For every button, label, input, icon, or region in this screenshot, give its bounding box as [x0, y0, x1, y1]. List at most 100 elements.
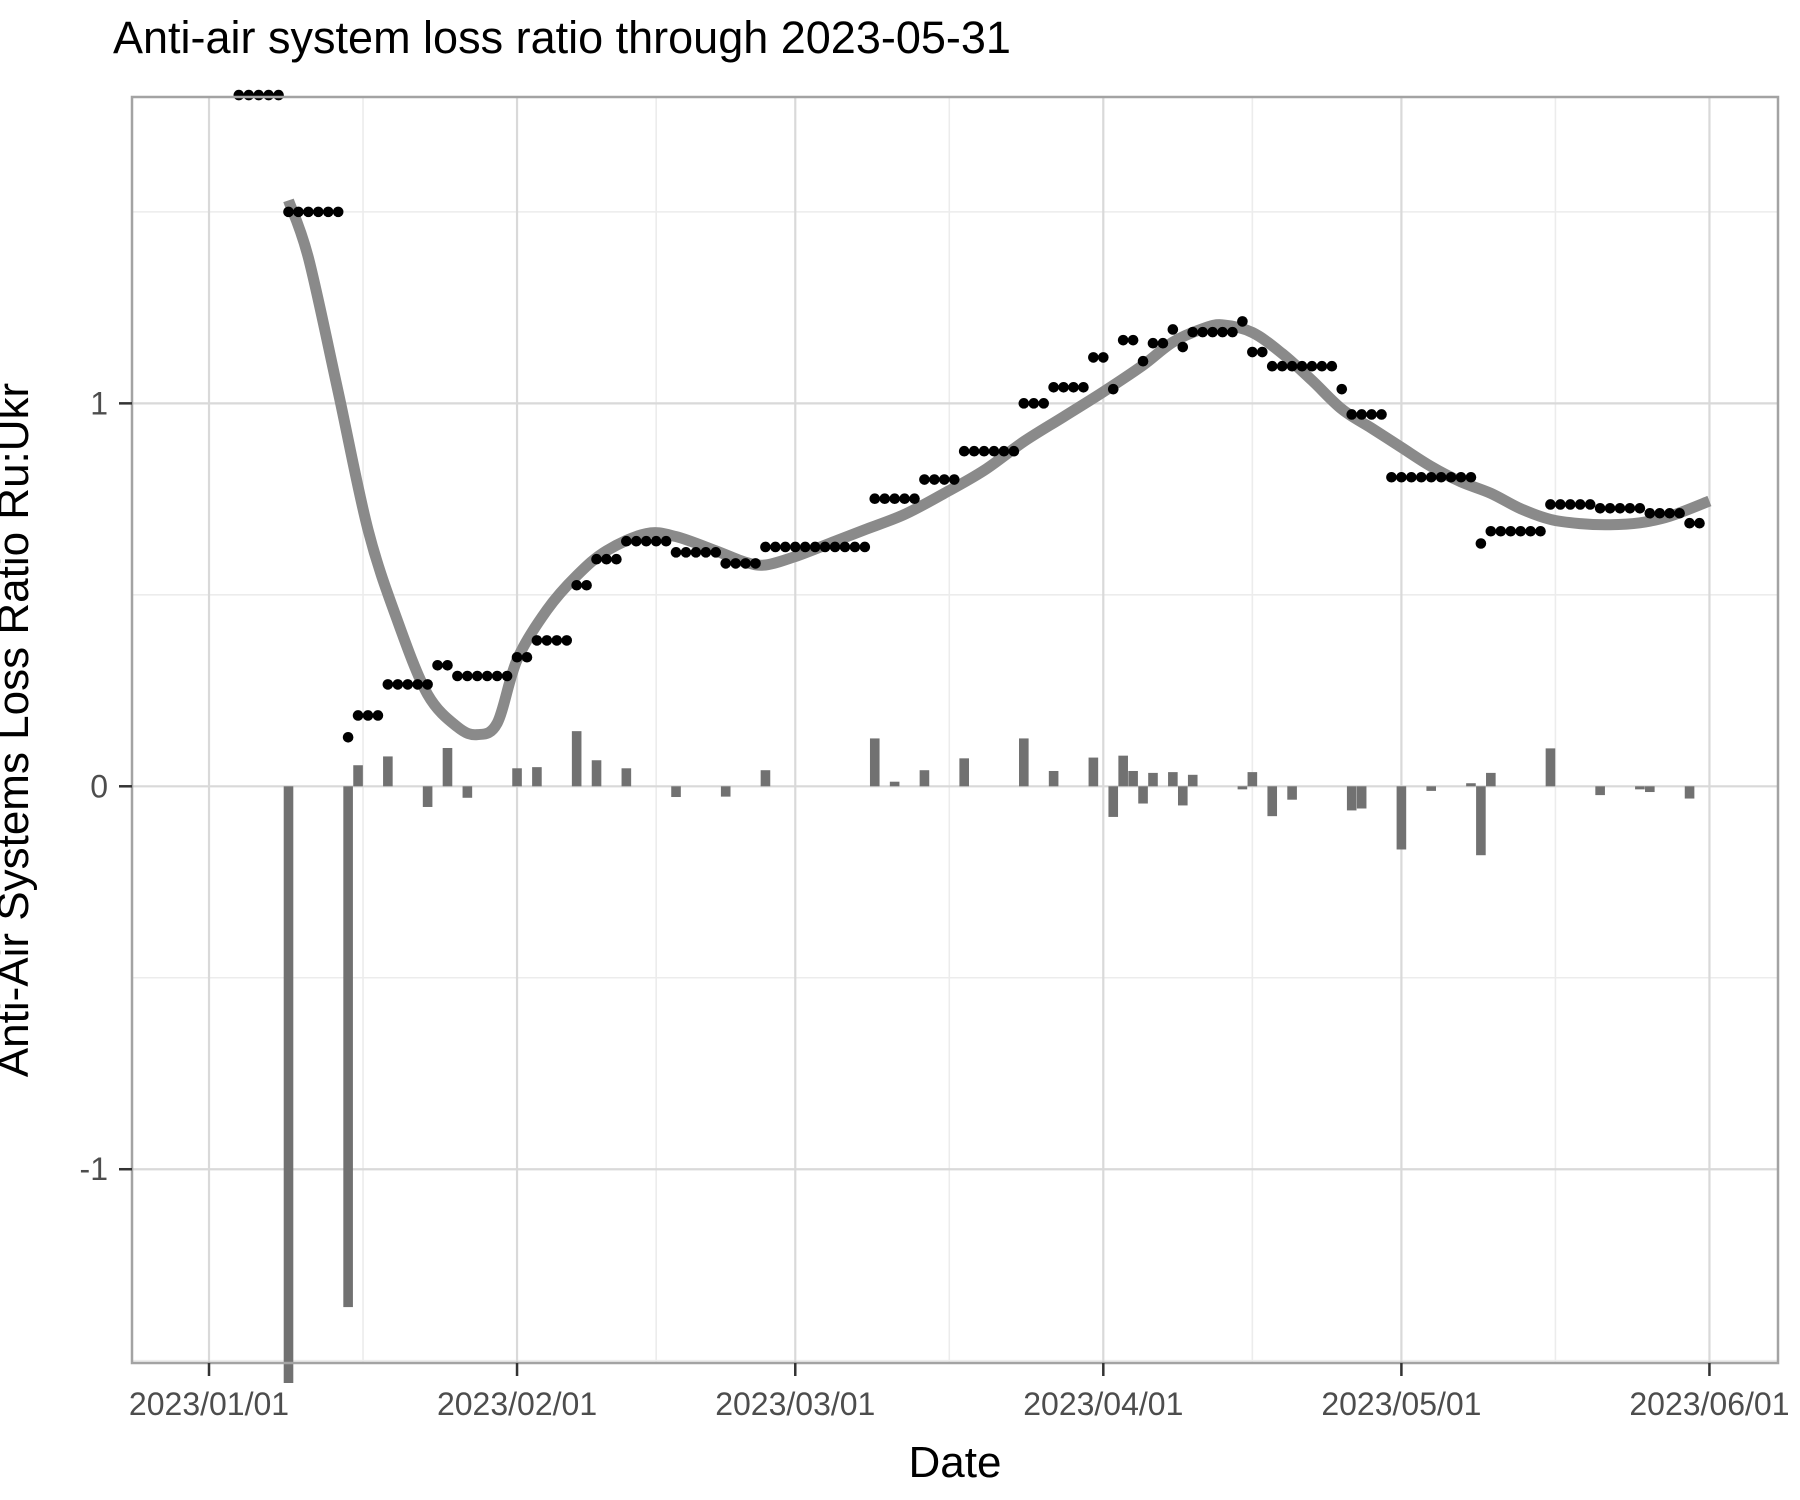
y-tick-label: -1	[80, 1151, 108, 1187]
data-dot	[273, 89, 284, 101]
y-tick-label: 0	[90, 768, 108, 804]
data-dot	[1296, 360, 1308, 372]
data-dot	[1018, 398, 1030, 409]
bar	[1168, 772, 1178, 787]
data-dot	[402, 679, 414, 690]
data-dot	[1346, 409, 1358, 420]
data-dot	[531, 635, 543, 646]
data-dot	[879, 493, 890, 505]
data-dot	[859, 541, 871, 553]
bar	[889, 781, 900, 787]
bar	[1595, 786, 1605, 796]
data-dot	[501, 670, 513, 682]
data-dot	[1197, 326, 1208, 338]
data-dot	[1406, 471, 1417, 483]
data-dot	[372, 710, 384, 721]
data-dot	[1376, 409, 1387, 420]
bar	[1684, 786, 1695, 799]
data-dot	[929, 474, 940, 485]
data-dot	[1028, 398, 1040, 409]
data-dot	[1425, 471, 1437, 483]
data-dot	[1674, 507, 1685, 519]
bar	[1048, 770, 1059, 787]
data-dot	[1604, 502, 1616, 514]
bar	[671, 786, 681, 798]
bar	[1138, 786, 1148, 804]
data-dot	[1107, 383, 1119, 395]
data-dot	[521, 651, 533, 663]
bar	[1396, 786, 1407, 850]
data-dot	[1068, 381, 1079, 393]
data-dot	[690, 547, 702, 558]
data-dot	[1147, 337, 1159, 349]
data-dot	[988, 445, 1000, 457]
bar	[1476, 786, 1486, 856]
x-tick-label: 2023/05/01	[1321, 1386, 1481, 1422]
data-dot	[621, 535, 632, 547]
data-dot	[581, 579, 592, 591]
x-tick-label: 2023/01/01	[129, 1386, 289, 1422]
smooth-curve	[283, 198, 1712, 741]
data-dot	[561, 635, 573, 646]
data-dot	[422, 679, 433, 690]
y-tick-label: 1	[90, 385, 108, 421]
data-dot	[849, 541, 861, 553]
data-dot	[948, 474, 960, 485]
page-title: Anti-air system loss ratio through 2023-…	[113, 12, 1011, 63]
data-dot	[1127, 334, 1139, 346]
data-dot	[412, 679, 423, 690]
data-dot	[1565, 499, 1576, 510]
bar	[621, 768, 632, 787]
data-dot	[1187, 326, 1199, 338]
bar	[869, 738, 880, 787]
data-dot	[1535, 525, 1546, 537]
data-dot	[1664, 507, 1675, 519]
bar	[1267, 786, 1278, 817]
data-dot	[611, 553, 622, 565]
data-dot	[462, 670, 473, 682]
bar	[1346, 786, 1357, 811]
data-dot	[670, 547, 682, 558]
bar	[1118, 755, 1128, 787]
data-dot	[1574, 499, 1586, 510]
data-dot	[889, 493, 900, 505]
data-dot	[1396, 471, 1407, 483]
bar	[343, 786, 353, 1308]
data-dot	[1157, 337, 1169, 349]
data-dot	[1485, 525, 1497, 537]
data-dot	[630, 535, 642, 547]
bar	[1148, 772, 1158, 787]
bar	[462, 786, 473, 798]
data-dot	[1217, 326, 1228, 338]
data-dot	[1644, 507, 1656, 519]
data-dot	[1495, 525, 1507, 537]
bar	[512, 768, 522, 787]
bar	[760, 770, 771, 787]
bar	[1187, 774, 1198, 787]
bar	[422, 786, 433, 807]
data-dot	[332, 206, 344, 218]
data-dot	[1356, 409, 1367, 420]
data-dot	[1227, 326, 1238, 338]
bar	[1426, 786, 1437, 791]
data-dot	[710, 547, 722, 558]
data-dot	[730, 558, 741, 569]
bar	[1486, 772, 1496, 787]
data-dot	[1525, 525, 1536, 537]
data-dot	[1256, 346, 1268, 358]
data-dot	[233, 89, 245, 101]
data-dot	[1684, 517, 1695, 529]
data-dot	[680, 547, 692, 558]
panel-border	[130, 95, 1780, 1365]
data-dot	[1266, 360, 1278, 372]
bar	[1019, 738, 1029, 787]
bar	[1177, 786, 1188, 806]
data-dot	[978, 445, 990, 457]
x-tick-label: 2023/04/01	[1023, 1386, 1183, 1422]
data-dot	[382, 679, 394, 690]
data-dot	[1584, 499, 1596, 510]
x-tick-label: 2023/02/01	[437, 1386, 597, 1422]
bar	[1237, 786, 1248, 790]
